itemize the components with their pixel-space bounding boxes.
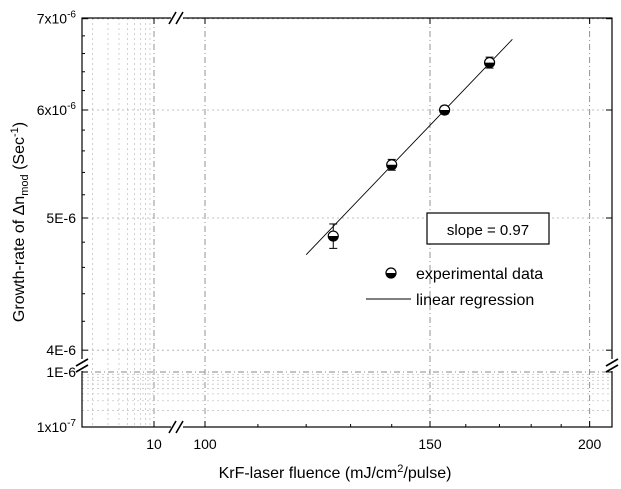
x-tick-label: 200 bbox=[578, 436, 602, 452]
x-tick-label: 100 bbox=[193, 436, 217, 452]
x-break-top-gap bbox=[171, 13, 183, 23]
y-axis-label-close: ) bbox=[11, 122, 28, 127]
x-break-bottom-stroke bbox=[168, 420, 177, 434]
annotation-box: slope = 0.97 bbox=[426, 212, 550, 245]
y-break-left-stroke bbox=[75, 364, 89, 373]
y-axis-label-main: Growth-rate of Δn bbox=[11, 196, 28, 322]
annotation-frame bbox=[426, 212, 550, 245]
y-tick-label: 5E-6 bbox=[46, 210, 76, 226]
y-break-right-gap bbox=[606, 359, 618, 371]
axis-breaks bbox=[75, 11, 619, 434]
y-tick-label: 6x10-6 bbox=[37, 101, 77, 118]
y-tick-label-text: 4E-6 bbox=[46, 342, 76, 358]
x-tick-label: 150 bbox=[418, 436, 442, 452]
data-marks bbox=[305, 39, 513, 255]
y-break-left-gap bbox=[76, 359, 88, 371]
y-axis-label-sub: mod bbox=[19, 174, 31, 195]
x-break-top-stroke bbox=[175, 11, 184, 25]
y-break-right-stroke bbox=[605, 364, 619, 373]
y-tick-label: 4E-6 bbox=[46, 342, 76, 358]
y-tick-label-text: 6x10 bbox=[37, 102, 68, 118]
y-tick-label-exp: -6 bbox=[67, 10, 76, 21]
y-tick-label-text: 1E-6 bbox=[46, 364, 76, 380]
legend-marker-experimental bbox=[385, 267, 397, 279]
x-axis-label-sup: 2 bbox=[397, 463, 403, 475]
data-point-fill bbox=[386, 164, 397, 170]
slope-annotation: slope = 0.97 bbox=[447, 222, 529, 239]
data-point-fill bbox=[439, 110, 450, 115]
x-break-bottom-stroke bbox=[175, 420, 184, 434]
y-axis-label: Growth-rate of Δnmod (Sec-1) bbox=[9, 122, 31, 322]
x-tick-label-text: 150 bbox=[418, 436, 442, 452]
y-tick-label: 1E-6 bbox=[46, 364, 76, 380]
y-tick-label: 7x10-6 bbox=[37, 10, 77, 27]
y-tick-label-text: 1x10 bbox=[37, 419, 68, 435]
legend: experimental data linear regression bbox=[366, 266, 543, 309]
legend-label-experimental: experimental data bbox=[416, 266, 543, 283]
legend-marker-half bbox=[386, 273, 396, 278]
y-break-right-stroke bbox=[605, 358, 619, 367]
y-axis-label-paren: (Sec bbox=[11, 137, 28, 174]
y-tick-label: 1x10-7 bbox=[37, 418, 77, 435]
data-point-fill bbox=[484, 62, 495, 68]
regression-line bbox=[305, 39, 513, 255]
x-axis-label: KrF-laser fluence (mJ/cm2/pulse) bbox=[219, 463, 452, 482]
y-break-left-stroke bbox=[75, 358, 89, 367]
x-tick-label-text: 100 bbox=[193, 436, 217, 452]
y-tick-label-exp: -7 bbox=[67, 418, 76, 429]
y-axis-label-sup: -1 bbox=[9, 127, 21, 137]
x-tick-label-text: 200 bbox=[578, 436, 602, 452]
legend-label-regression: linear regression bbox=[416, 292, 534, 309]
plot-frame bbox=[81, 17, 613, 428]
y-tick-label-exp: -6 bbox=[67, 101, 76, 112]
axis-ticks: 10 100 150 2004E-65E-66x10-67x10-61E-61x10-… bbox=[37, 10, 612, 452]
x-axis-label-tail: /pulse) bbox=[403, 465, 451, 482]
data-point-fill bbox=[328, 236, 339, 242]
y-tick-label-text: 7x10 bbox=[37, 11, 68, 27]
x-break-bottom-gap bbox=[171, 422, 183, 432]
x-break-top-stroke bbox=[168, 11, 177, 25]
y-tick-label-text: 5E-6 bbox=[46, 210, 76, 226]
x-tick-label-text: 10 bbox=[146, 436, 162, 452]
x-tick-label: 10 bbox=[146, 436, 162, 452]
x-axis-label-main: KrF-laser fluence (mJ/cm bbox=[219, 465, 398, 482]
